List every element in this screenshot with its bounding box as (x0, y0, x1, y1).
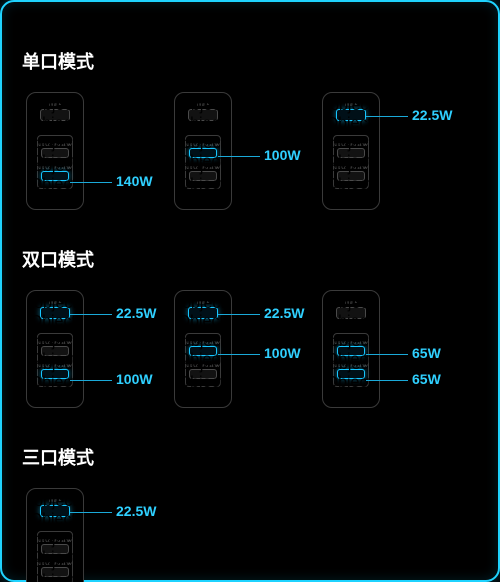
charger-body: USB-A[object Object]USB-C · PD 140W[obje… (26, 488, 84, 582)
callout-lead (70, 512, 112, 513)
callout-watt: 140W (116, 173, 153, 189)
charger-cell: USB-A[object Object]USB-C · PD 140W[obje… (322, 290, 380, 408)
usb-c-group: USB-C · PD 140W[object Object]USB-C · PD… (185, 135, 221, 189)
charger-body: USB-A[object Object]USB-C · PD 140W[obje… (174, 290, 232, 408)
callout-watt: 22.5W (264, 305, 304, 321)
usb-c-port: [object Object] (41, 171, 69, 181)
charger-cell: USB-A[object Object]USB-C · PD 140W[obje… (322, 92, 380, 210)
charger-cell: USB-A[object Object]USB-C · PD 140W[obje… (174, 290, 232, 408)
callout-watt: 100W (264, 147, 301, 163)
callout-watt: 100W (116, 371, 153, 387)
usb-c-port: [object Object] (41, 544, 69, 554)
usb-c-group: USB-C · PD 140W[object Object]USB-C · PD… (37, 531, 73, 582)
usb-a-port: [object Object] (40, 505, 70, 517)
callout-watt: 100W (264, 345, 301, 361)
charger-body: USB-A[object Object]USB-C · PD 140W[obje… (322, 290, 380, 408)
usb-c-port: [object Object] (337, 148, 365, 158)
callout-watt: 22.5W (116, 503, 156, 519)
charger-cell: USB-A[object Object]USB-C · PD 140W[obje… (174, 92, 232, 210)
usb-c-group: USB-C · PD 140W[object Object]USB-C · PD… (333, 135, 369, 189)
callout-lead (70, 380, 112, 381)
charger-cell: USB-A[object Object]USB-C · PD 140W[obje… (26, 488, 84, 582)
callout-lead (366, 116, 408, 117)
usb-a-port: [object Object] (40, 109, 70, 121)
usb-c-port: [object Object] (41, 148, 69, 158)
callout-watt: 65W (412, 345, 441, 361)
usb-a-port: [object Object] (188, 307, 218, 319)
charger-body: USB-A[object Object]USB-C · PD 140W[obje… (322, 92, 380, 210)
section-title: 单口模式 (22, 48, 480, 74)
charger-body: USB-A[object Object]USB-C · PD 140W[obje… (26, 290, 84, 408)
charger-row: USB-A[object Object]USB-C · PD 140W[obje… (20, 488, 480, 582)
usb-a-port: [object Object] (40, 307, 70, 319)
usb-c-port: [object Object] (337, 369, 365, 379)
usb-c-group: USB-C · PD 140W[object Object]USB-C · PD… (333, 333, 369, 387)
callout-lead (218, 156, 260, 157)
section-title: 三口模式 (22, 444, 480, 470)
charger-row: USB-A[object Object]USB-C · PD 140W[obje… (20, 92, 480, 210)
callout-watt: 22.5W (116, 305, 156, 321)
usb-c-port: [object Object] (337, 346, 365, 356)
callout-lead (218, 314, 260, 315)
section-title: 双口模式 (22, 246, 480, 272)
charger-body: USB-A[object Object]USB-C · PD 140W[obje… (26, 92, 84, 210)
usb-c-port: [object Object] (41, 346, 69, 356)
usb-c-port: [object Object] (41, 369, 69, 379)
callout-lead (366, 354, 408, 355)
usb-c-group: USB-C · PD 140W[object Object]USB-C · PD… (37, 135, 73, 189)
charger-cell: USB-A[object Object]USB-C · PD 140W[obje… (26, 290, 84, 408)
callout-lead (70, 314, 112, 315)
usb-c-group: USB-C · PD 140W[object Object]USB-C · PD… (37, 333, 73, 387)
callout-watt: 22.5W (412, 107, 452, 123)
usb-a-port: [object Object] (188, 109, 218, 121)
charger-cell: USB-A[object Object]USB-C · PD 140W[obje… (26, 92, 84, 210)
usb-c-port: [object Object] (41, 567, 69, 577)
callout-watt: 65W (412, 371, 441, 387)
callout-lead (218, 354, 260, 355)
usb-c-port: [object Object] (337, 171, 365, 181)
usb-c-port: [object Object] (189, 148, 217, 158)
callout-lead (366, 380, 408, 381)
content-root: 单口模式 USB-A[object Object]USB-C · PD 140W[… (0, 0, 500, 582)
usb-c-group: USB-C · PD 140W[object Object]USB-C · PD… (185, 333, 221, 387)
callout-lead (70, 182, 112, 183)
usb-c-port: [object Object] (189, 171, 217, 181)
usb-c-port: [object Object] (189, 369, 217, 379)
usb-a-port: [object Object] (336, 307, 366, 319)
charger-body: USB-A[object Object]USB-C · PD 140W[obje… (174, 92, 232, 210)
usb-a-port: [object Object] (336, 109, 366, 121)
usb-c-port: [object Object] (189, 346, 217, 356)
charger-row: USB-A[object Object]USB-C · PD 140W[obje… (20, 290, 480, 408)
